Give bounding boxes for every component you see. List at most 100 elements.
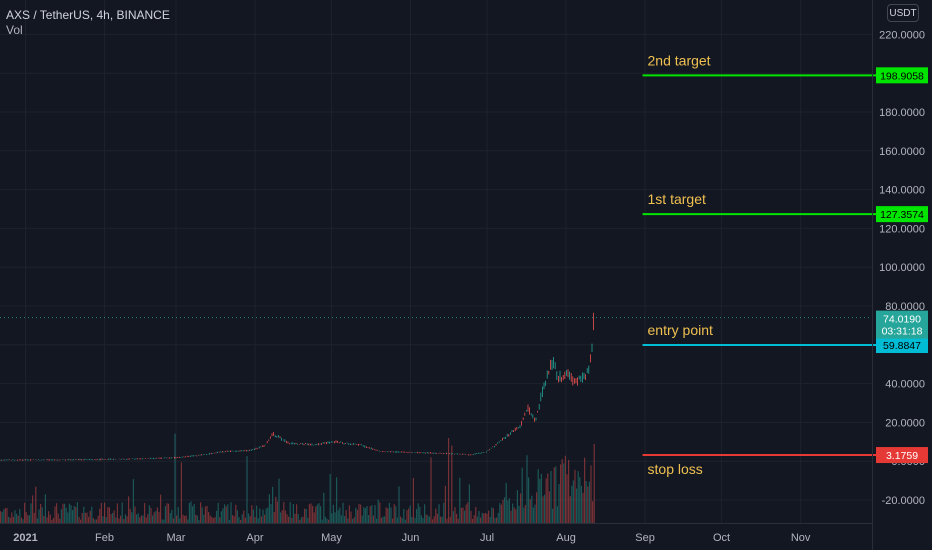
level-axis-label: 3.1759	[886, 450, 918, 462]
x-tick-label[interactable]: Feb	[95, 532, 114, 544]
currency-button[interactable]: USDT	[887, 4, 919, 22]
volume-bar	[108, 507, 110, 523]
volume-bar	[112, 512, 114, 523]
volume-bar	[220, 511, 222, 523]
volume-bar	[288, 516, 290, 523]
x-tick-label[interactable]: Jul	[480, 532, 494, 544]
x-tick-label[interactable]: Apr	[246, 532, 263, 544]
level-annotation[interactable]: 1st target	[648, 191, 706, 207]
x-tick-label[interactable]: Mar	[166, 532, 185, 544]
volume-bar	[164, 506, 166, 523]
volume-bar	[332, 504, 334, 523]
volume-bar	[264, 514, 266, 523]
volume-bar	[488, 510, 490, 523]
volume-bar	[444, 485, 446, 523]
volume-bar	[57, 513, 59, 523]
volume-bar	[307, 517, 309, 523]
volume-bar	[300, 517, 302, 523]
volume-bar	[241, 514, 243, 523]
time-axis-divider	[0, 523, 872, 524]
volume-bar	[110, 513, 112, 523]
volume-bar	[395, 506, 397, 523]
volume-bar	[182, 514, 184, 523]
volume-bar	[571, 485, 573, 523]
volume-bar	[497, 512, 499, 523]
volume-bar	[569, 496, 571, 523]
volume-bar	[440, 516, 442, 523]
volume-bar	[296, 504, 298, 523]
current-price-tag	[876, 310, 928, 339]
volume-bar	[475, 506, 477, 523]
volume-bar	[171, 509, 173, 523]
volume-bar	[320, 506, 322, 523]
volume-bar	[328, 519, 330, 523]
volume-bar	[406, 510, 408, 523]
x-tick-label[interactable]: Aug	[556, 532, 576, 544]
volume-bar	[99, 508, 101, 523]
level-axis-tag	[876, 337, 928, 354]
volume-bar	[251, 505, 253, 523]
volume-bar	[36, 518, 38, 523]
volume-bar	[460, 507, 462, 523]
volume-bar	[27, 515, 29, 523]
x-tick-label[interactable]: Jun	[402, 532, 420, 544]
x-tick-label[interactable]: Sep	[635, 532, 655, 544]
volume-bar	[188, 502, 190, 523]
volume-bar	[521, 467, 523, 523]
volume-bar	[371, 505, 373, 523]
volume-bar	[196, 515, 198, 523]
level-axis-tag	[876, 447, 928, 464]
volume-bar	[456, 513, 458, 523]
volume-bar	[184, 515, 186, 523]
volume-bar	[284, 510, 286, 523]
volume-bar	[179, 518, 181, 523]
volume-bar	[187, 519, 189, 523]
volume-bar	[94, 519, 96, 523]
volume-bar	[329, 474, 331, 523]
volume-bar	[105, 517, 107, 523]
volume-bar	[248, 513, 250, 523]
volume-bar	[41, 507, 43, 523]
volume-bar	[384, 516, 386, 523]
level-annotation[interactable]: entry point	[648, 322, 713, 338]
level-annotation[interactable]: stop loss	[648, 461, 703, 477]
volume-bar	[270, 504, 272, 523]
volume-bar	[387, 508, 389, 523]
volume-bar	[424, 504, 426, 523]
x-tick-label[interactable]: May	[321, 532, 342, 544]
volume-bar	[432, 519, 434, 523]
volume-bar	[56, 503, 58, 523]
volume-bar	[92, 518, 94, 523]
volume-bar	[430, 457, 432, 523]
volume-bar	[72, 510, 74, 523]
volume-bar	[411, 516, 413, 523]
volume-bar	[579, 477, 581, 523]
y-tick-label: 100.0000	[879, 262, 925, 274]
level-annotation[interactable]: 2nd target	[648, 52, 711, 68]
symbol-title[interactable]: AXS / TetherUS, 4h, BINANCE	[6, 8, 170, 22]
volume-bar	[544, 494, 546, 523]
volume-bar	[312, 505, 314, 523]
volume-bar	[233, 516, 235, 523]
x-tick-label[interactable]: Nov	[791, 532, 811, 544]
volume-bar	[180, 462, 182, 523]
volume-bar	[451, 445, 453, 523]
volume-indicator-label[interactable]: Vol	[6, 23, 23, 37]
volume-bar	[548, 491, 550, 523]
volume-bar	[484, 513, 486, 523]
volume-bar	[244, 517, 246, 523]
volume-bar	[83, 506, 85, 523]
volume-bar	[529, 499, 531, 523]
volume-bar	[51, 519, 53, 523]
volume-bar	[267, 507, 269, 523]
volume-bar	[168, 503, 170, 523]
volume-bar	[467, 502, 469, 523]
volume-bar	[132, 479, 134, 523]
x-tick-label[interactable]: Oct	[713, 532, 730, 544]
x-tick-label[interactable]: 2021	[13, 532, 37, 544]
volume-bar	[508, 498, 510, 523]
volume-bar	[137, 513, 139, 523]
volume-bar	[403, 508, 405, 523]
volume-bar	[155, 511, 157, 523]
